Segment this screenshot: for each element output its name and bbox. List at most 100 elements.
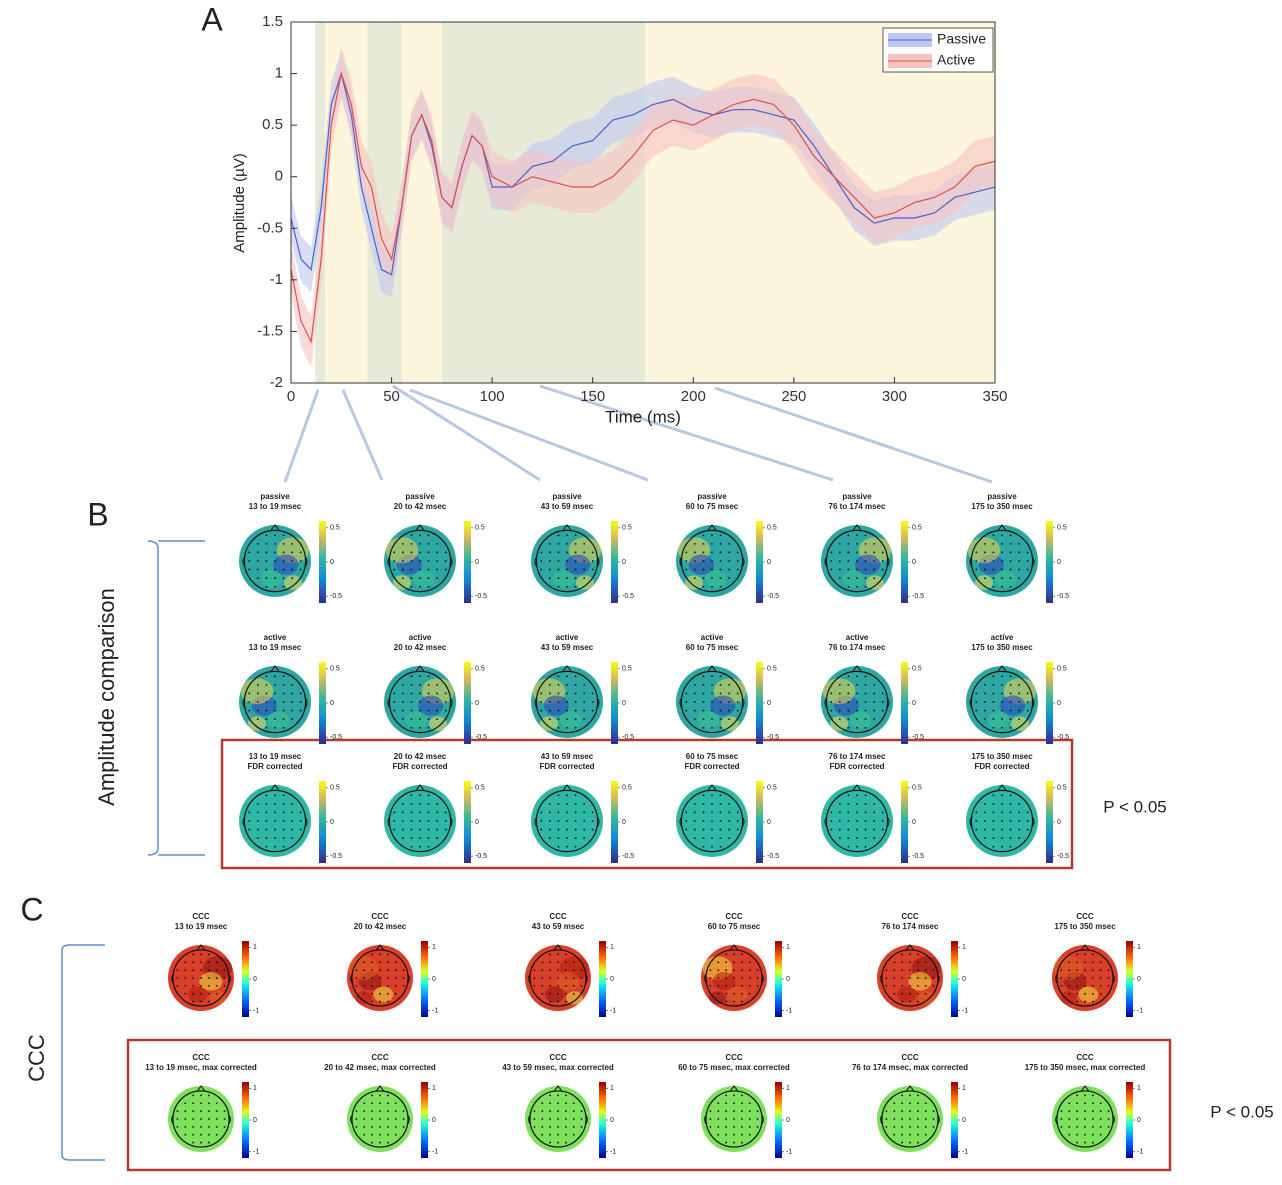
electrode [885, 977, 888, 979]
electrode [265, 551, 268, 554]
electrode [549, 1141, 552, 1144]
electrode [1091, 1133, 1094, 1136]
nose [852, 665, 862, 673]
electrode [363, 1102, 366, 1105]
electrode [873, 692, 876, 695]
head-outline [705, 1090, 763, 1148]
electrode [685, 709, 688, 712]
electrode [176, 977, 179, 979]
electrode [572, 1102, 575, 1105]
electrode [371, 1133, 374, 1136]
electrode [574, 542, 577, 545]
electrode [557, 534, 560, 537]
electrode [881, 551, 884, 554]
topoplot-title: passive [987, 492, 1017, 501]
electrode [725, 969, 728, 972]
electrode [1099, 1118, 1102, 1120]
head-outline [535, 529, 599, 593]
electrode [1018, 718, 1021, 721]
electrode [207, 953, 210, 956]
electrode [1009, 683, 1012, 686]
y-tick-label: 1.5 [262, 13, 283, 30]
ears [679, 698, 745, 708]
electrode [291, 692, 294, 695]
colorbar-tick-label: 1 [610, 1085, 614, 1092]
scalp-blob [1060, 991, 1077, 1005]
electrode [909, 1133, 911, 1136]
topoplot [531, 665, 603, 738]
topoplot [347, 944, 413, 1011]
electrode [379, 984, 381, 987]
electrode [975, 560, 978, 562]
electrode [881, 811, 884, 814]
electrode [719, 701, 722, 703]
electrode [540, 551, 543, 554]
electrode [371, 961, 374, 964]
nose [415, 524, 425, 532]
electrode [992, 845, 995, 848]
electrode [711, 692, 713, 695]
electrode [184, 961, 187, 964]
topoplot-title: passive [405, 492, 435, 501]
colorbar-tick-label: 0 [253, 1117, 257, 1124]
electrode [719, 820, 722, 822]
electrode [719, 811, 722, 814]
electrode [702, 701, 705, 703]
electrode [733, 1118, 735, 1120]
electrode [1026, 811, 1029, 814]
colorbar-tick-label: -1 [432, 1008, 438, 1015]
electrode [363, 977, 366, 979]
electrode [830, 692, 833, 695]
colorbar-tick-label: 0.5 [622, 666, 632, 673]
topoplot-title: 76 to 174 msec [829, 752, 886, 761]
electrode [299, 709, 302, 712]
topoplot-title: CCC [1076, 912, 1094, 921]
electrode [265, 568, 268, 571]
electrode [983, 542, 986, 545]
electrode [393, 551, 396, 554]
electrode [215, 984, 218, 987]
electrode [740, 953, 743, 956]
electrode [291, 701, 294, 703]
electrode [1091, 977, 1094, 979]
electrode [992, 718, 995, 721]
electrode [693, 577, 696, 580]
colorbar [319, 662, 326, 744]
electrode [444, 568, 447, 571]
electrode [355, 969, 358, 972]
plot-area [290, 22, 996, 383]
electrode [709, 1110, 712, 1113]
electrode [1009, 794, 1012, 797]
electrode [864, 551, 867, 554]
electrode [1076, 961, 1079, 964]
electrode [916, 1000, 919, 1003]
electrode [371, 1118, 374, 1120]
electrode [728, 828, 731, 831]
electrode [282, 534, 285, 537]
electrode [725, 1118, 728, 1120]
colorbar-tick-label: -0.5 [475, 734, 487, 741]
electrode [557, 953, 559, 956]
electrode [393, 701, 396, 703]
electrode [856, 551, 858, 554]
colorbar-tick-label: 0 [1057, 819, 1061, 826]
electrode [1001, 794, 1003, 797]
electrode [282, 828, 285, 831]
electrode [436, 568, 439, 571]
topoplot-title: 13 to 19 msec [249, 752, 302, 761]
electrode [200, 953, 202, 956]
electrode [564, 1125, 567, 1128]
electrode [685, 820, 688, 822]
electrode [719, 837, 722, 840]
electrode [702, 794, 705, 797]
electrode [574, 709, 577, 712]
scalp-blob [373, 986, 394, 1003]
electrode [184, 1125, 187, 1128]
electrode [574, 837, 577, 840]
electrode [728, 802, 731, 805]
colorbar [421, 941, 428, 1017]
electrode [299, 828, 302, 831]
topoplot-title: CCC [371, 1053, 389, 1062]
electrode [864, 811, 867, 814]
topoplot [676, 784, 748, 857]
